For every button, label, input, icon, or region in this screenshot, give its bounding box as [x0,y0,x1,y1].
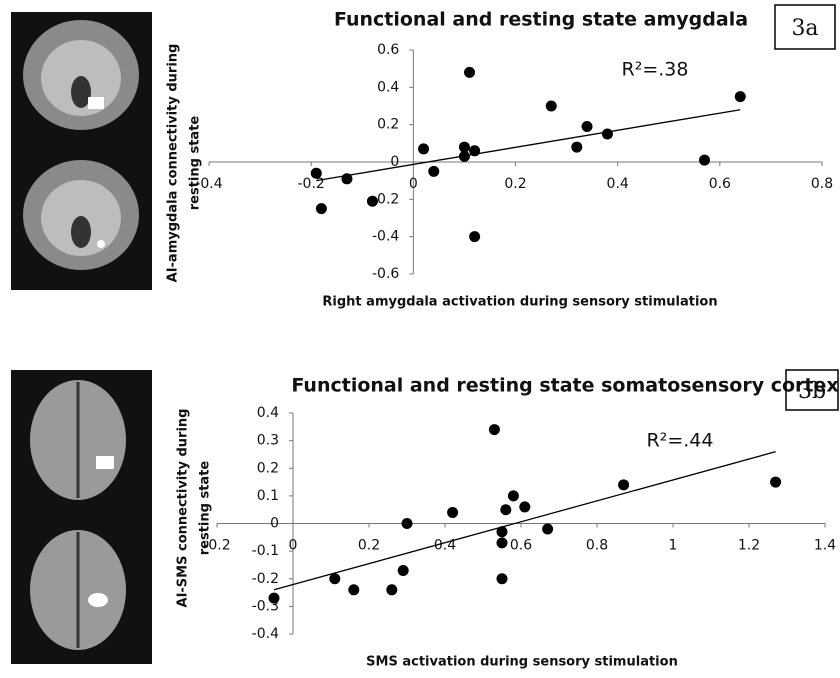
panel-label: 3a [791,16,818,41]
y-tick-label: -0.2 [252,571,279,587]
x-tick-label: 0.6 [709,176,731,192]
point [329,573,340,584]
y-tick-label: 0.4 [257,405,279,421]
point [602,129,613,140]
x-axis-label: Right amygdala activation during sensory… [322,295,717,310]
y-tick-label: -0.1 [252,543,279,559]
point [367,196,378,207]
annotation: R²=.44 [647,430,714,452]
point [497,573,508,584]
y-tick-label: 0.6 [377,42,399,58]
point [582,121,593,132]
point [418,143,429,154]
figure: -0.4 -0.2 0 0.2 0.4 0.6 0.8 -0.6 -0.4 -0.2 0 0.2 0.4… [0,0,840,674]
point [469,145,480,156]
x-tick-label: 0.8 [586,538,608,554]
x-tick-label: 1.2 [738,538,760,554]
y-tick-label: -0.4 [252,626,279,642]
chart-title: Functional and resting state amygdala [334,9,748,31]
chart-title: Functional and resting state somatosenso… [291,375,838,397]
point [546,101,557,112]
x-tick-label: 1 [669,538,678,554]
y-axis-label: resting state [198,461,213,556]
point [428,166,439,177]
point [542,524,553,535]
point [402,518,413,529]
point [469,231,480,242]
y-axis-label: resting state [188,116,203,211]
point [508,490,519,501]
annotation: R²=.38 [622,59,689,81]
point [447,507,458,518]
y-tick-label: 0 [270,516,279,532]
point [459,151,470,162]
y-axis-label: AI-SMS connectivity during [176,409,191,608]
y-tick-label: 0.2 [377,117,399,133]
point [519,501,530,512]
trendline [274,452,776,590]
point [770,477,781,488]
y-axis-label: AI-amygdala connectivity during [166,44,181,283]
x-tick-label: -0.2 [298,176,325,192]
point [699,155,710,166]
brain-images-a [11,12,152,290]
point [311,168,322,179]
point [618,479,629,490]
y-tick-label: 0.2 [257,460,279,476]
x-tick-label: 0.2 [358,538,380,554]
y-tick-label: 0.1 [257,488,279,504]
x-tick-label: 0 [409,176,418,192]
point [497,526,508,537]
x-tick-label: 1.4 [814,538,836,554]
point [735,91,746,102]
x-tick-label: 0.4 [607,176,629,192]
x-axis-label: SMS activation during sensory stimulatio… [366,655,678,670]
x-tick-label: 0.2 [504,176,526,192]
point [398,565,409,576]
point [497,537,508,548]
point [571,142,582,153]
brain-images-b [11,370,152,664]
point [386,584,397,595]
y-tick-label: 0.3 [257,433,279,449]
point [316,203,327,214]
point [341,173,352,184]
x-tick-label: 0.6 [510,538,532,554]
x-tick-label: 0.8 [811,176,833,192]
y-tick-label: -0.4 [372,229,399,245]
panel-label: 3b [798,379,826,404]
y-tick-label: 0.4 [377,79,399,95]
y-tick-label: -0.6 [372,266,399,282]
point [489,424,500,435]
point [500,504,511,515]
point [348,584,359,595]
point [269,593,280,604]
point [464,67,475,78]
